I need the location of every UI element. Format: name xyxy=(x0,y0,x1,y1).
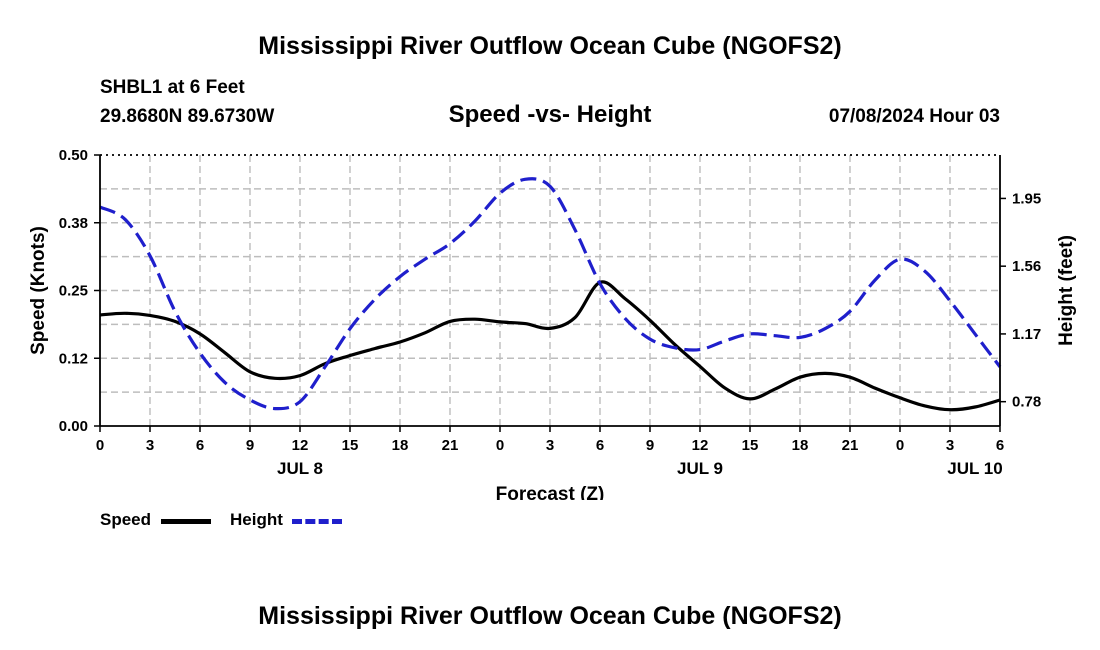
x-tick-label: 6 xyxy=(196,437,204,454)
date-label: JUL 9 xyxy=(677,459,723,478)
y-tick-label: 0.50 xyxy=(59,147,88,164)
legend-speed-label: Speed xyxy=(100,510,152,529)
speed-height-chart: 0 3 6 9 12 15 18 21 0 3 6 9 12 15 18 21 0 3 6 JUL 8 JUL 9 JUL… xyxy=(28,147,1077,500)
chart-axes xyxy=(94,154,1006,432)
x-tick-label: 0 xyxy=(496,437,504,454)
station-label: SHBL1 at 6 Feet xyxy=(100,77,245,98)
x-tick-label: 0 xyxy=(896,437,904,454)
x-axis-title: Forecast (Z) xyxy=(496,484,605,500)
x-tick-label: 12 xyxy=(692,437,709,454)
coordinates-label: 29.8680N 89.6730W xyxy=(100,106,275,127)
series-line-height xyxy=(99,177,1002,411)
y2-tick-label: 1.17 xyxy=(1012,326,1041,343)
x-tick-label: 15 xyxy=(342,437,359,454)
chart-grid xyxy=(100,155,1000,426)
date-label: JUL 8 xyxy=(277,459,323,478)
x-tick-label: 0 xyxy=(96,437,104,454)
x-tick-label: 9 xyxy=(646,437,654,454)
series-line-speed xyxy=(99,280,1001,412)
y-axis-title: Speed (Knots) xyxy=(28,226,49,355)
chart-series xyxy=(99,177,1002,412)
y-tick-label: 0.25 xyxy=(59,283,88,300)
datetime-label: 07/08/2024 Hour 03 xyxy=(828,106,1000,127)
x-tick-label: 21 xyxy=(442,437,459,454)
y-tick-label: 0.00 xyxy=(59,418,88,435)
x-tick-label: 15 xyxy=(742,437,759,454)
page-title: Mississippi River Outflow Ocean Cube (NG… xyxy=(258,32,842,60)
x-tick-label: 3 xyxy=(946,437,954,454)
y2-tick-label: 1.56 xyxy=(1012,258,1041,275)
y2-tick-label: 1.95 xyxy=(1012,190,1041,207)
x-tick-label: 18 xyxy=(392,437,409,454)
x-tick-label: 21 xyxy=(842,437,859,454)
y2-tick-label: 0.78 xyxy=(1012,394,1041,411)
x-tick-label: 3 xyxy=(146,437,154,454)
date-label: JUL 10 xyxy=(947,459,1002,478)
y-tick-label: 0.38 xyxy=(59,215,88,232)
x-tick-label: 9 xyxy=(246,437,254,454)
legend-height-swatch xyxy=(292,519,342,524)
x-tick-label: 3 xyxy=(546,437,554,454)
y2-axis-title: Height (feet) xyxy=(1056,235,1077,346)
chart-title: Speed -vs- Height xyxy=(448,101,652,128)
footer-title: Mississippi River Outflow Ocean Cube (NG… xyxy=(258,602,842,630)
y-tick-label: 0.12 xyxy=(59,350,88,367)
x-tick-label: 12 xyxy=(292,437,309,454)
legend-speed-swatch xyxy=(161,519,211,524)
x-tick-label: 6 xyxy=(596,437,604,454)
x-tick-label: 6 xyxy=(996,437,1004,454)
legend-height-label: Height xyxy=(230,510,283,529)
x-tick-label: 18 xyxy=(792,437,809,454)
chart-labels: 0 3 6 9 12 15 18 21 0 3 6 9 12 15 18 21 0 3 6 JUL 8 JUL 9 JUL… xyxy=(28,147,1077,500)
